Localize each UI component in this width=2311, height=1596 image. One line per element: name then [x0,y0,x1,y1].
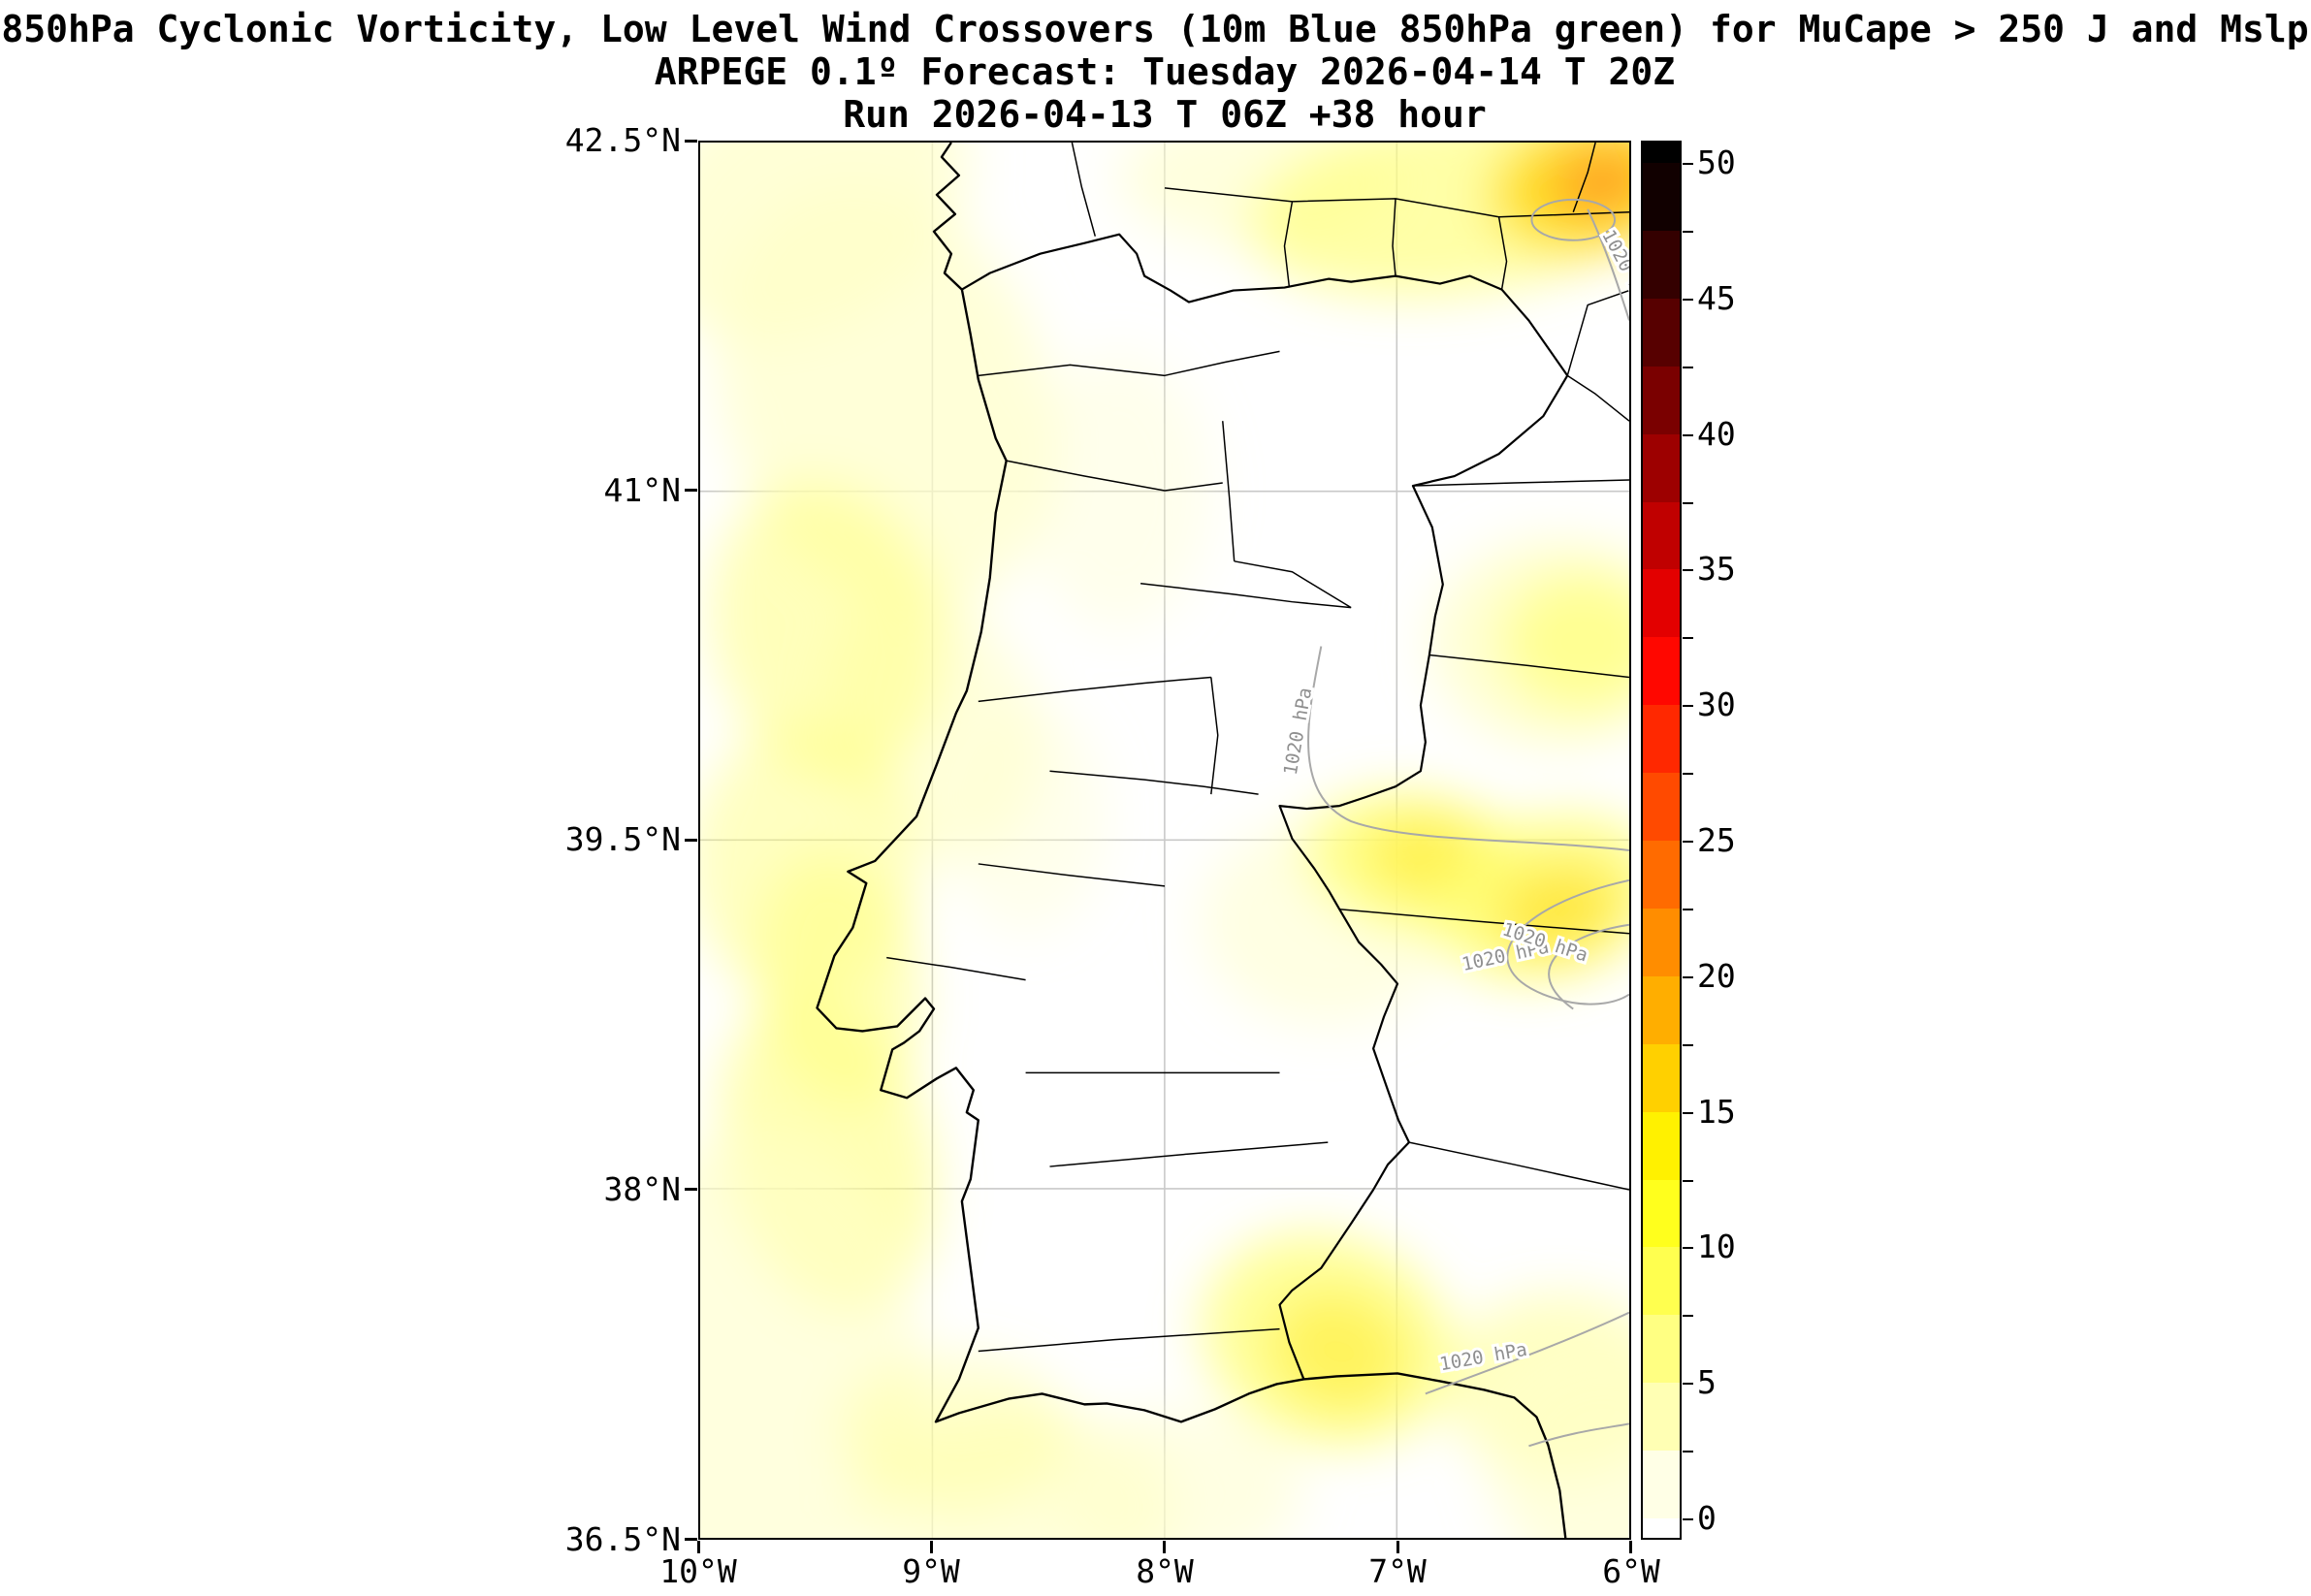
colorbar-tick-label-0: 0 [1697,1499,1717,1537]
colorbar-tick-label-10: 10 [1697,1228,1736,1265]
y-tick-mark [685,489,697,492]
colorbar-tick-mark [1683,908,1693,910]
colorbar-tick-mark [1683,163,1693,165]
colorbar-band [1643,1043,1680,1113]
colorbar [1641,141,1693,1540]
colorbar-tick-mark [1683,1451,1693,1453]
vorticity-blob [839,1351,1073,1515]
district-boundaries [886,350,1352,1353]
pressure-contours [1307,198,1629,1448]
x-tick-mark [697,1541,700,1553]
colorbar-tick-mark [1683,1518,1693,1520]
colorbar-tick-mark [1683,841,1693,843]
colorbar-band [1643,637,1680,706]
colorbar-band [1643,841,1680,910]
y-tick-label-38n: 38°N [603,1170,681,1208]
colorbar-band [1643,163,1680,232]
colorbar-tick-label-45: 45 [1697,279,1736,317]
y-tick-label-41n: 41°N [603,471,681,509]
x-tick-label-8w: 8°W [1136,1552,1194,1590]
vorticity-blob [709,481,947,781]
map-svg: 1020 hPa 1020 hPa 1020 hPa 1020 hPa 1020… [700,143,1629,1538]
x-tick-label-9w: 9°W [902,1552,960,1590]
y-tick-label-36-5n: 36.5°N [564,1520,681,1558]
colorbar-tick-mark [1683,1043,1693,1046]
y-tick-mark [685,1188,697,1191]
colorbar-tick-mark [1683,298,1693,301]
vorticity-blob [1490,1351,1629,1538]
vorticity-blob [1501,572,1629,713]
colorbar-band [1643,705,1680,774]
x-tick-mark [930,1541,933,1553]
colorbar-tick-mark [1683,975,1693,978]
colorbar-band [1643,143,1680,164]
x-tick-label-6w: 6°W [1602,1552,1660,1590]
vorticity-shading-layer [700,143,1629,1538]
colorbar-tick-mark [1683,637,1693,640]
colorbar-tick-mark [1683,1383,1693,1386]
colorbar-tick-mark [1683,501,1693,504]
y-tick-label-39-5n: 39.5°N [564,820,681,858]
colorbar-tick-label-35: 35 [1697,550,1736,588]
vorticity-blob [1025,351,1211,631]
colorbar-tick-label-20: 20 [1697,957,1736,995]
colorbar-tick-mark [1683,366,1693,368]
x-tick-mark [1629,1541,1632,1553]
colorbar-band [1643,1179,1680,1248]
colorbar-tick-mark [1683,433,1693,436]
colorbar-band [1643,230,1680,300]
colorbar-tick-mark [1683,1111,1693,1114]
colorbar-tick-label-40: 40 [1697,415,1736,453]
colorbar-band [1643,908,1680,977]
colorbar-tick-label-15: 15 [1697,1093,1736,1131]
x-tick-label-7w: 7°W [1368,1552,1427,1590]
colorbar-band [1643,1247,1680,1316]
y-tick-label-42-5n: 42.5°N [564,121,681,159]
y-tick-mark [685,839,697,842]
colorbar-band [1643,569,1680,638]
colorbar-band [1643,1518,1680,1538]
pressure-contour-closed [1530,198,1617,241]
x-tick-mark [1396,1541,1399,1553]
colorbar-band [1643,1315,1680,1384]
figure-title-line1: 850hPa Cyclonic Vorticity, Low Level Win… [1,8,2309,50]
colorbar-gradient [1643,143,1680,1538]
colorbar-tick-mark [1683,1315,1693,1318]
colorbar-band [1643,975,1680,1045]
vorticity-blob [1048,1409,1304,1538]
x-tick-mark [1163,1541,1166,1553]
colorbar-band [1643,773,1680,842]
colorbar-tick-mark [1683,230,1693,233]
colorbar-tick-label-25: 25 [1697,821,1736,859]
colorbar-tick-mark [1683,569,1693,572]
colorbar-band [1643,298,1680,367]
coastline [816,143,1567,1538]
colorbar-band [1643,433,1680,503]
colorbar-tick-mark [1683,705,1693,708]
figure-title-line2: ARPEGE 0.1º Forecast: Tuesday 2026-04-14… [654,50,1676,93]
colorbar-band [1643,1111,1680,1181]
colorbar-band [1643,501,1680,570]
colorbar-tick-mark [1683,1179,1693,1182]
y-tick-mark [685,1538,697,1541]
colorbar-tick-mark [1683,773,1693,776]
y-tick-mark [685,140,697,143]
x-tick-label-10w: 10°W [659,1552,737,1590]
province-boundaries [1071,143,1629,1191]
colorbar-tick-label-50: 50 [1697,144,1736,181]
colorbar-band [1643,366,1680,435]
colorbar-tick-mark [1683,1247,1693,1250]
colorbar-band [1643,1383,1680,1452]
colorbar-band [1643,1451,1680,1519]
colorbar-tick-label-5: 5 [1697,1363,1717,1401]
map-plot-area: 1020 hPa 1020 hPa 1020 hPa 1020 hPa 1020… [698,141,1631,1540]
vorticity-blob [1269,1292,1407,1412]
figure-title-line3: Run 2026-04-13 T 06Z +38 hour [843,93,1487,136]
country-border [961,233,1569,1380]
vorticity-blob [944,700,1107,934]
colorbar-tick-label-30: 30 [1697,686,1736,723]
